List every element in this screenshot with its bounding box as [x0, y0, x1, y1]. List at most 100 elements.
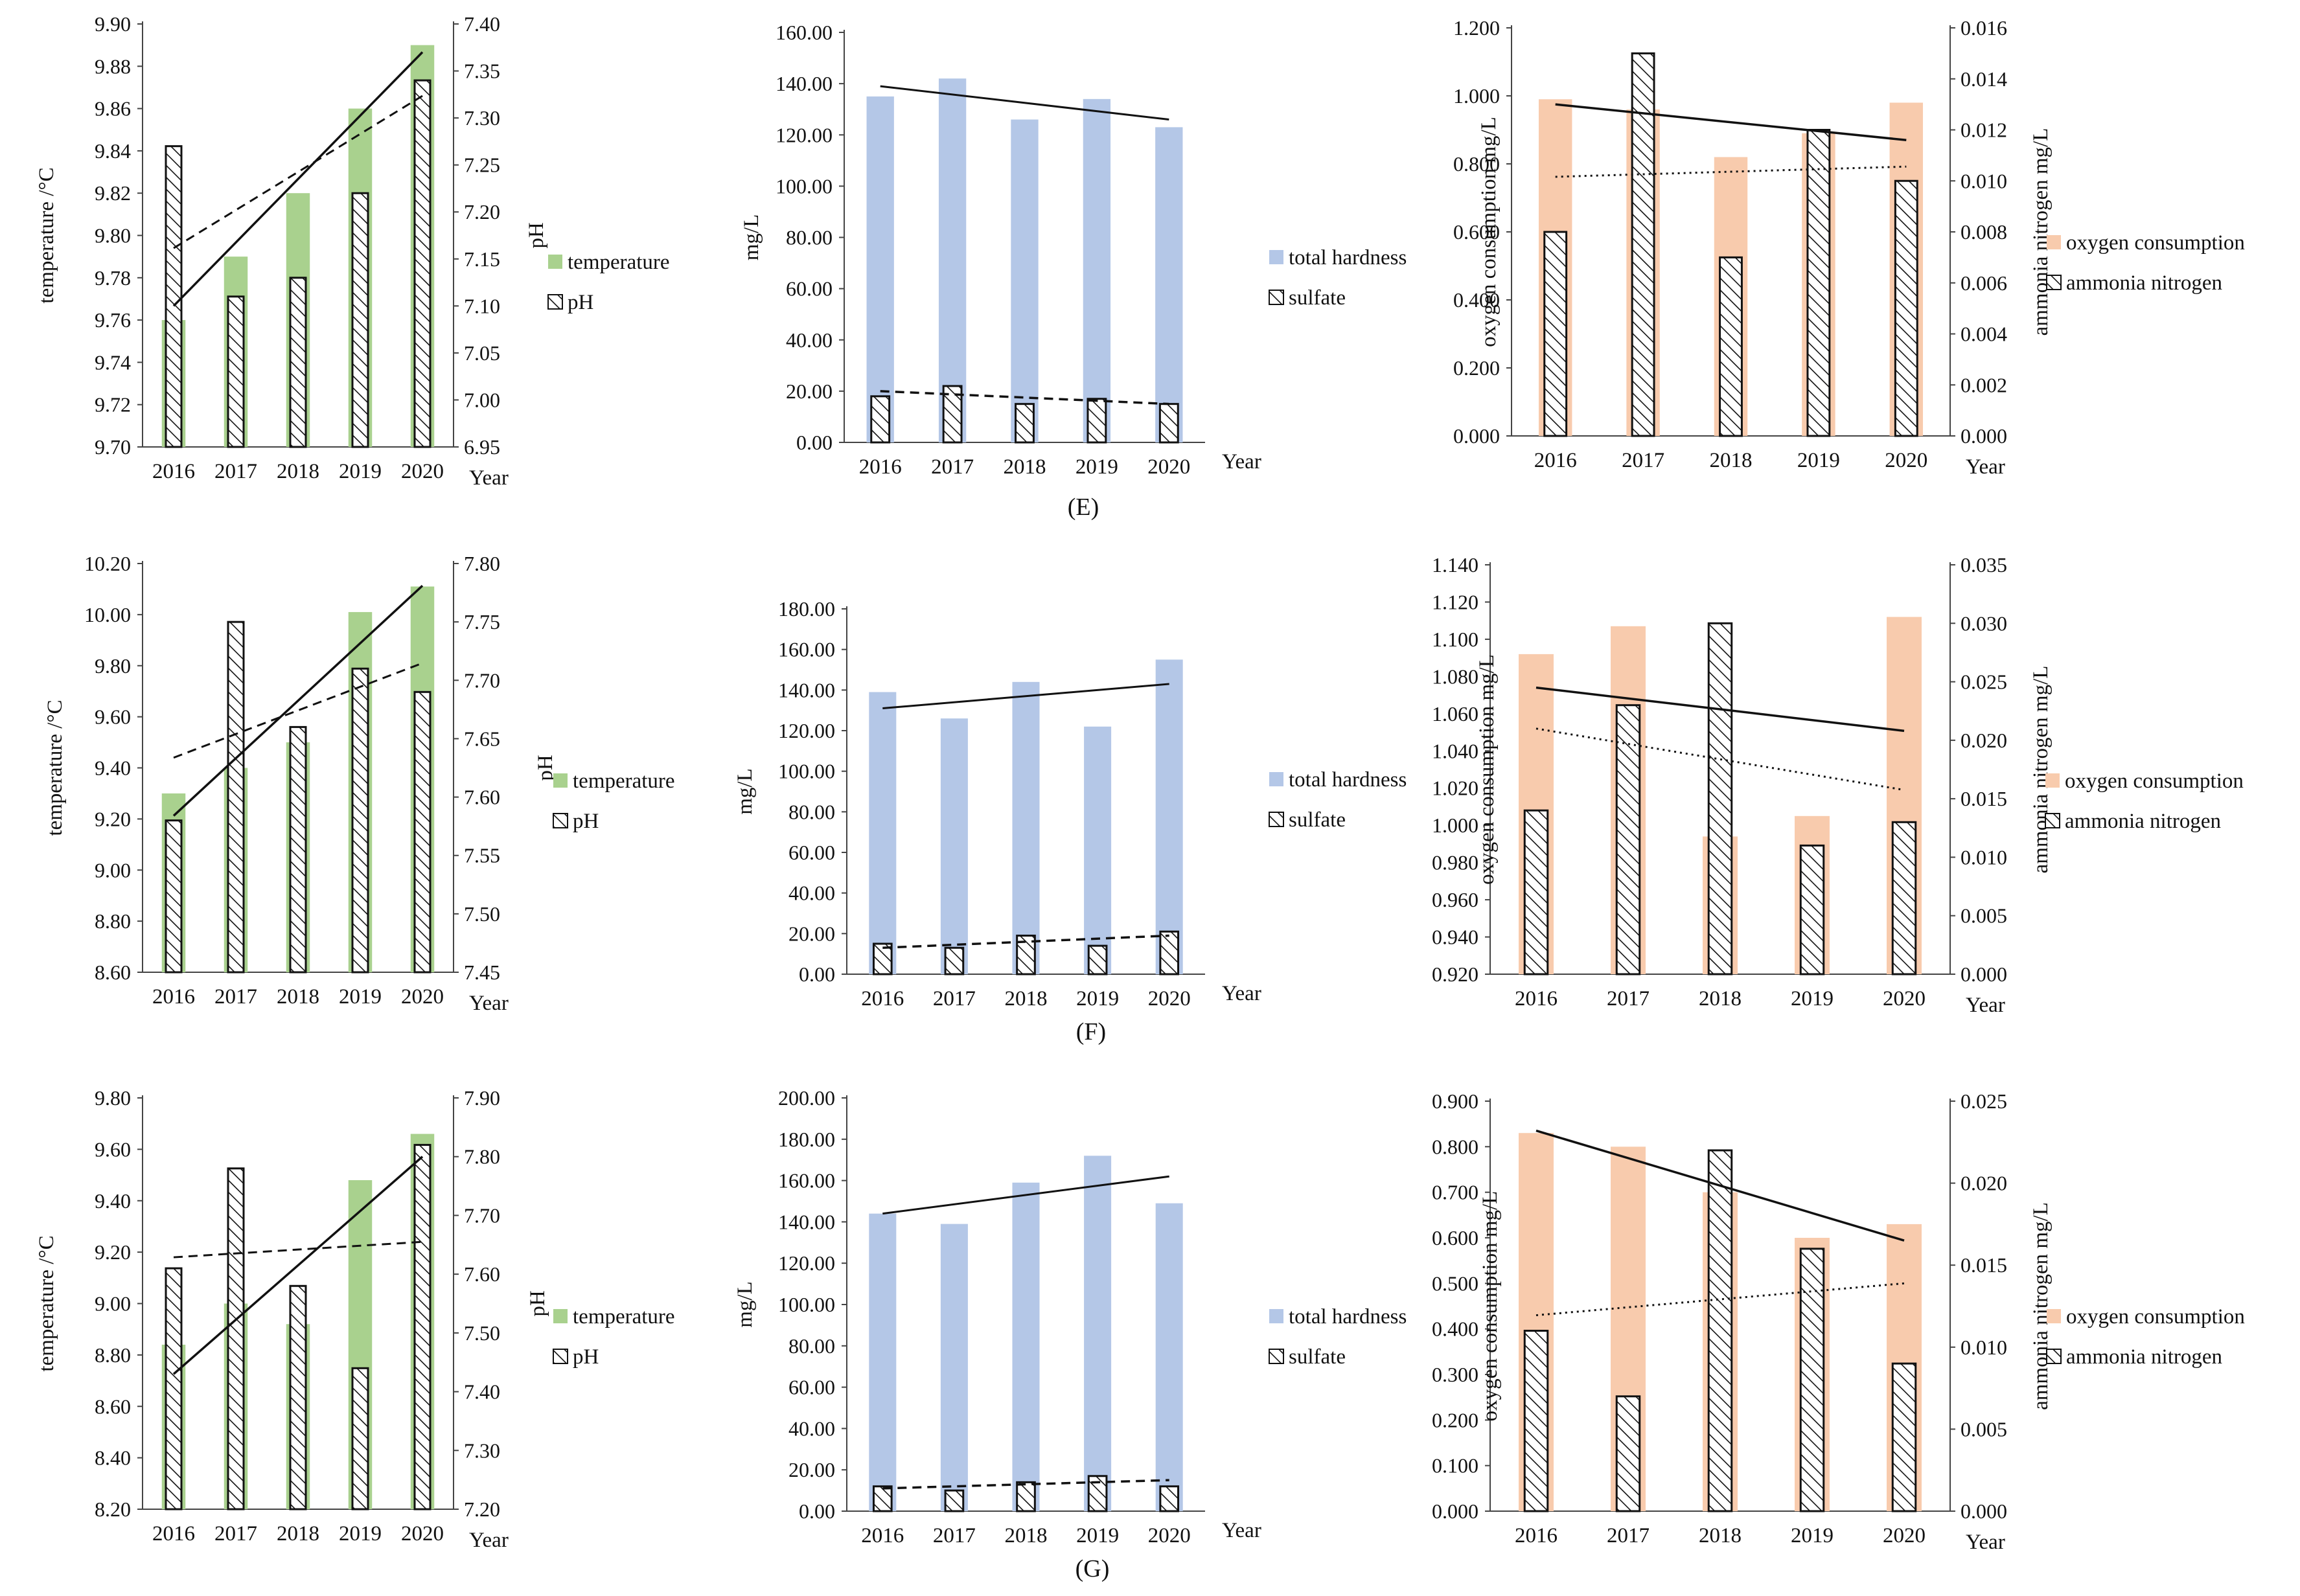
x-tick-label: 2020 — [1883, 1524, 1926, 1547]
bar-sulfate-2016 — [872, 942, 893, 975]
chart-E-hardness-sulfate: 0.00 20.00 40.00 60.00 80.00 100.00 120.00 140.… — [740, 21, 1407, 479]
legend-label-sulfate: sulfate — [1289, 1345, 1346, 1369]
right-tick-label: 0.030 — [1961, 611, 2007, 635]
left-tick-label: 20.00 — [786, 380, 833, 403]
left-tick-label: 0.980 — [1432, 851, 1478, 874]
panel-label-e: (E) — [1068, 494, 1099, 521]
right-tick-label: 0.010 — [1961, 169, 2007, 192]
right-tick-label: 0.006 — [1961, 271, 2007, 295]
bar-ammonia-nitrogen-2018 — [1707, 1149, 1733, 1512]
bar-total-hardness-2020 — [1155, 1203, 1183, 1511]
bar-sulfate-2016 — [872, 1485, 893, 1512]
right-tick-label: 7.15 — [464, 247, 500, 271]
chart-F-temp-ph: 8.60 8.80 9.00 9.20 9.40 9.60 9.80 10.00 10.20 7.… — [43, 552, 675, 1015]
left-tick-label: 9.20 — [95, 807, 131, 830]
left-tick-label: 80.00 — [786, 226, 833, 249]
legend-label-total-hardness: total hardness — [1289, 768, 1407, 792]
legend-label-oxygen-consumption: oxygen consumption — [2066, 231, 2245, 255]
right-tick-label: 0.010 — [1961, 845, 2007, 869]
left-tick-label: 60.00 — [788, 1376, 835, 1399]
legend-label-ammonia-nitrogen: ammonia nitrogen — [2066, 1345, 2222, 1369]
left-tick-label: 9.78 — [95, 266, 131, 290]
legend-swatch-temperature — [548, 255, 562, 269]
x-tick-label: 2016 — [861, 987, 904, 1010]
left-tick-label: 10.20 — [84, 552, 131, 575]
x-axis-title: Year — [1222, 1519, 1261, 1542]
right-tick-label: 7.25 — [464, 154, 500, 177]
right-tick-label: 7.50 — [464, 1321, 500, 1345]
left-tick-label: 100.00 — [778, 1293, 835, 1316]
left-tick-label: 180.00 — [778, 597, 835, 621]
left-axis-title: oxygen consumption mg/L — [1478, 1191, 1502, 1422]
left-tick-label: 8.80 — [95, 909, 131, 933]
trend-sulfate — [882, 1479, 1169, 1490]
right-tick-label: 0.025 — [1961, 670, 2007, 694]
bar-pH-2018 — [289, 277, 307, 448]
left-tick-label: 9.60 — [95, 1137, 131, 1161]
x-tick-label: 2018 — [277, 985, 319, 1009]
trend-ammonia-nitrogen — [1535, 686, 1905, 733]
left-tick-label: 140.00 — [778, 678, 835, 701]
left-tick-label: 1.200 — [1453, 16, 1500, 40]
x-tick-label: 2020 — [1148, 1524, 1191, 1547]
bar-pH-2016 — [165, 1267, 183, 1510]
right-tick-label: 0.015 — [1961, 1253, 2007, 1277]
chart-G-hardness-sulfate: 0.00 20.00 40.00 60.00 80.00 100.00 120.00 140.… — [733, 1086, 1407, 1547]
left-tick-label: 1.000 — [1453, 84, 1500, 108]
chart-F-hardness-sulfate: 0.00 20.00 40.00 60.00 80.00 100.00 120.00 140.… — [733, 597, 1407, 1010]
x-axis-title: Year — [469, 466, 509, 490]
left-tick-label: 1.040 — [1432, 739, 1478, 762]
x-axis-title: Year — [469, 1529, 509, 1552]
x-tick-label: 2017 — [933, 987, 976, 1010]
chart-E-oxygen-ammonia: 0.000 0.200 0.400 0.600 0.800 1.000 1.200 0.000… — [1453, 16, 2245, 479]
legend-swatch-sulfate — [1269, 290, 1284, 305]
left-tick-label: 140.00 — [778, 1210, 835, 1233]
trend-ammonia-nitrogen — [1535, 1129, 1905, 1242]
left-axis-title: temperature /°C — [35, 167, 58, 303]
x-tick-label: 2018 — [1004, 455, 1046, 479]
right-tick-label: 7.30 — [464, 1439, 500, 1462]
x-tick-label: 2018 — [277, 1522, 319, 1545]
left-tick-label: 9.20 — [95, 1240, 131, 1264]
x-tick-label: 2016 — [152, 1522, 195, 1545]
left-tick-label: 1.080 — [1432, 665, 1478, 688]
legend-swatch-oxygen-consumption — [2047, 235, 2061, 249]
x-tick-label: 2016 — [1515, 1524, 1558, 1547]
left-tick-label: 60.00 — [786, 277, 833, 301]
x-axis-title: Year — [1966, 994, 2005, 1017]
right-tick-label: 0.000 — [1961, 963, 2007, 986]
right-tick-label: 7.20 — [464, 1498, 500, 1521]
right-tick-label: 0.008 — [1961, 220, 2007, 244]
bar-ammonia-nitrogen-2017 — [1615, 704, 1641, 975]
legend-swatch-temperature — [553, 1309, 568, 1323]
bar-pH-2017 — [227, 621, 245, 974]
right-axis-title: ammonia nitrogen mg/L — [2029, 128, 2053, 336]
right-tick-label: 7.40 — [464, 12, 500, 36]
x-tick-label: 2017 — [214, 985, 257, 1009]
left-tick-label: 160.00 — [778, 1169, 835, 1192]
bar-pH-2020 — [413, 690, 431, 974]
legend-swatch-ammonia-nitrogen — [2045, 813, 2060, 828]
trend-total-hardness — [880, 85, 1169, 121]
trend-ammonia-nitrogen — [1555, 103, 1907, 141]
left-tick-label: 0.800 — [1432, 1135, 1478, 1158]
trend-total-hardness — [882, 1175, 1169, 1215]
legend-label-total-hardness: total hardness — [1289, 1305, 1407, 1328]
bar-ammonia-nitrogen-2019 — [1799, 844, 1825, 975]
trend-oxygen-consumption — [1535, 727, 1905, 792]
left-axis-title: temperature /°C — [43, 700, 67, 836]
right-tick-label: 7.80 — [464, 1145, 500, 1168]
bar-sulfate-2019 — [1087, 398, 1107, 444]
right-tick-label: 7.55 — [464, 844, 500, 867]
bar-sulfate-2017 — [944, 1489, 965, 1512]
x-tick-label: 2019 — [1791, 987, 1834, 1010]
bar-sulfate-2020 — [1159, 1485, 1180, 1512]
trend-pH — [172, 51, 424, 307]
left-axis-title: oxygen consumption mg/L — [1477, 117, 1501, 347]
legend-label-total-hardness: total hardness — [1289, 246, 1407, 269]
right-tick-label: 0.005 — [1961, 1417, 2007, 1441]
right-tick-label: 7.10 — [464, 294, 500, 317]
legend-swatch-ammonia-nitrogen — [2046, 275, 2062, 290]
right-tick-label: 7.90 — [464, 1086, 500, 1110]
